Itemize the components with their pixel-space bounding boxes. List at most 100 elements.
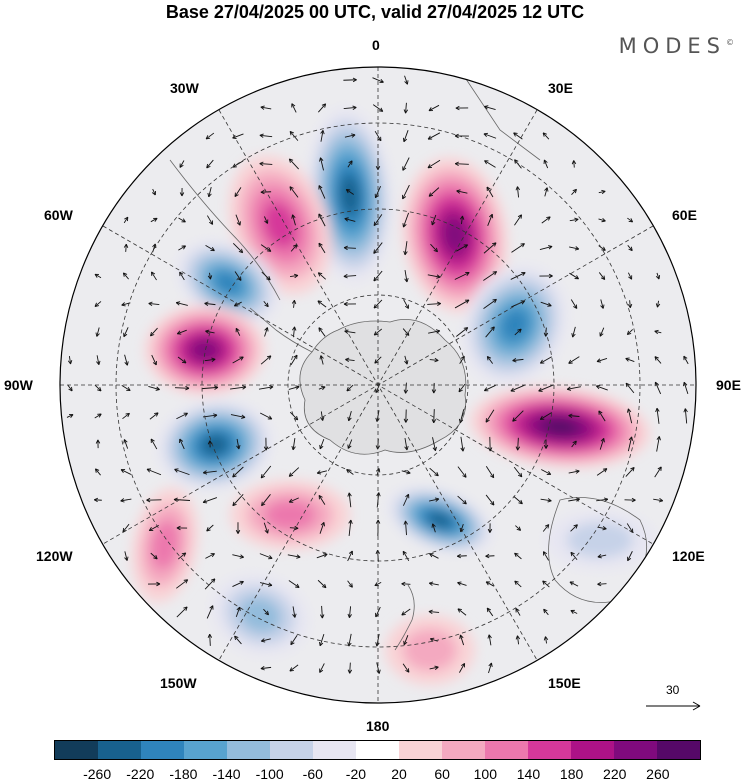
wind-arrow: [597, 526, 607, 530]
wind-arrow: [512, 410, 524, 422]
colorbar-swatch: [399, 741, 442, 759]
wind-arrow: [455, 163, 469, 165]
wind-arrow-head: [658, 498, 664, 503]
wind-arrow-head: [402, 166, 407, 171]
wind-arrow-head: [148, 527, 154, 532]
wind-arrow-head: [402, 194, 407, 200]
wind-arrow-head: [548, 245, 553, 250]
brand-mark: ©: [726, 38, 734, 47]
anomaly-contour-negative: [500, 308, 530, 342]
wind-arrow: [456, 190, 468, 194]
wind-arrow-head: [174, 468, 179, 473]
wind-arrow-head: [512, 358, 517, 363]
wind-arrow: [568, 498, 580, 502]
wind-arrow: [290, 274, 298, 278]
wind-arrow-head: [207, 192, 212, 198]
wind-arrow: [319, 663, 325, 673]
wind-arrow: [319, 522, 325, 534]
wind-arrow: [539, 245, 553, 251]
wind-arrow-head: [486, 186, 491, 192]
wind-arrow-head: [464, 299, 470, 304]
wind-arrow-head: [236, 445, 241, 450]
wind-arrow: [205, 244, 215, 252]
wind-arrow-head: [261, 501, 266, 507]
wind-arrow-head: [485, 553, 490, 559]
wind-arrow-head: [626, 330, 632, 336]
wind-arrow: [454, 272, 470, 280]
wind-arrow: [123, 216, 129, 224]
wind-arrow-head: [486, 607, 491, 613]
wind-arrow-head: [484, 160, 489, 165]
anomaly-contour-positive: [150, 520, 180, 570]
wind-arrow-head: [483, 387, 489, 392]
wind-arrow-head: [571, 333, 576, 338]
wind-arrow-head: [483, 132, 488, 138]
wind-arrow: [123, 327, 129, 337]
wind-arrow: [94, 384, 102, 392]
wind-arrow: [206, 524, 214, 532]
wind-arrow: [152, 243, 156, 253]
wind-arrow: [209, 272, 211, 280]
wind-arrow: [232, 242, 244, 254]
wind-arrow-head: [404, 360, 409, 365]
wind-arrow-head: [569, 581, 574, 586]
wind-arrow-head: [289, 186, 294, 191]
wind-arrow: [568, 470, 580, 474]
wind-arrow-head: [321, 583, 327, 589]
africa-outline: [459, 69, 541, 161]
wind-arrow-head: [352, 105, 357, 110]
lon-label-150e: 150E: [548, 675, 581, 691]
wind-arrow-head: [123, 332, 128, 338]
colorbar-tick-label: -180: [169, 766, 198, 782]
wind-arrow: [349, 662, 351, 674]
wind-arrow-head: [67, 360, 73, 365]
wind-arrow: [148, 302, 160, 306]
wind-arrow-head: [348, 550, 353, 556]
wind-arrow: [232, 493, 244, 507]
wind-arrow: [174, 468, 190, 476]
wind-arrow: [427, 303, 441, 305]
wind-arrow-head: [595, 384, 601, 390]
wind-arrow-head: [517, 472, 523, 478]
wind-arrow-head: [461, 662, 466, 668]
wind-arrow-head: [683, 408, 688, 413]
wind-arrow: [178, 245, 186, 251]
wind-arrow-head: [601, 246, 606, 251]
wind-arrow: [538, 384, 554, 392]
wind-arrow-head: [570, 609, 575, 614]
wind-arrow: [596, 358, 608, 362]
wind-arrow: [374, 130, 382, 142]
wind-arrow-head: [239, 554, 244, 559]
wind-arrow-head: [288, 158, 294, 163]
wind-arrow: [484, 384, 496, 392]
wind-arrow: [66, 414, 74, 418]
wind-arrow-head: [517, 328, 522, 333]
wind-arrow-head: [375, 519, 381, 524]
wind-arrow-head: [683, 355, 688, 361]
wind-arrow: [261, 494, 271, 506]
wind-arrow: [348, 411, 352, 421]
wind-arrow-head: [234, 635, 239, 641]
wind-arrow-head: [289, 667, 294, 672]
wind-arrow-head: [516, 526, 522, 531]
wind-arrow-head: [462, 500, 467, 505]
wind-arrow: [94, 413, 102, 419]
wind-arrow: [176, 606, 188, 618]
wind-arrow-head: [538, 387, 543, 392]
wind-arrow: [598, 272, 606, 280]
lon-label-60e: 60E: [672, 207, 697, 223]
wind-arrow: [178, 217, 186, 223]
wind-arrow: [488, 634, 492, 646]
wind-arrow-head: [318, 327, 323, 332]
wind-arrow: [374, 581, 382, 587]
wind-arrow-head: [436, 274, 441, 279]
wind-arrow-head: [352, 77, 357, 83]
wind-arrow: [343, 107, 357, 109]
wind-arrow: [259, 553, 273, 559]
lon-label-30w: 30W: [170, 80, 199, 96]
wind-arrow-head: [429, 553, 434, 558]
wind-arrow-head: [210, 247, 215, 252]
wind-arrow-head: [373, 221, 378, 227]
wind-arrow-head: [572, 440, 577, 446]
wind-arrow: [598, 410, 606, 422]
